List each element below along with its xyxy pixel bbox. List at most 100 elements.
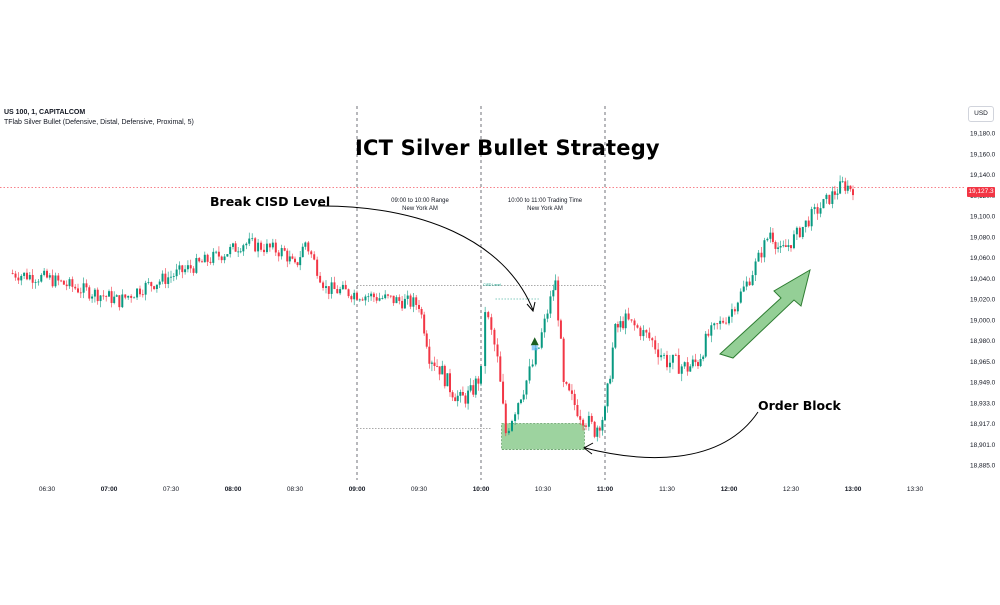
- candle-body: [271, 242, 274, 248]
- candle-body: [609, 378, 612, 384]
- indicator-label[interactable]: TFlab Silver Bullet (Defensive, Distal, …: [4, 119, 194, 126]
- order-block-box: [501, 423, 585, 450]
- candle-body: [810, 209, 813, 227]
- candle-body: [449, 373, 451, 393]
- candle-body: [699, 359, 702, 367]
- candle-body: [428, 346, 431, 364]
- candle-body: [654, 340, 657, 350]
- order-block[interactable]: [501, 423, 585, 450]
- y-tick-label: 19,040.0: [970, 276, 996, 283]
- candle-body: [62, 280, 65, 285]
- currency-button[interactable]: USD: [968, 106, 994, 122]
- candle-body: [722, 320, 725, 323]
- range-label-2: 10:00 to 11:00 Trading Time New York AM: [480, 197, 610, 213]
- candle-body: [201, 261, 203, 263]
- candle-body: [554, 280, 557, 291]
- candle-body: [339, 289, 342, 294]
- candle-body: [330, 282, 333, 294]
- y-tick-label: 19,160.0: [970, 151, 996, 158]
- candle-body: [401, 300, 404, 309]
- candle-body: [590, 415, 593, 422]
- candle-body: [474, 378, 477, 395]
- candle-body: [730, 309, 733, 317]
- y-tick-label: 19,100.0: [970, 214, 996, 221]
- candle-body: [392, 295, 395, 304]
- candle-body: [487, 312, 490, 318]
- x-tick-label: 06:30: [39, 486, 56, 493]
- candle-body: [438, 366, 441, 375]
- candle-body: [361, 299, 364, 301]
- candle-body: [596, 427, 599, 437]
- level-lines: CISD Level: [0, 187, 966, 429]
- candle-body: [268, 243, 271, 248]
- order-block-arrow: [584, 411, 759, 459]
- x-tick-label: 10:00: [473, 486, 490, 493]
- candle-body: [816, 207, 819, 214]
- candle-body: [552, 290, 555, 297]
- candle-body: [139, 288, 141, 295]
- candle-body: [325, 286, 327, 288]
- candle-body: [480, 366, 482, 384]
- candle-body: [195, 258, 198, 273]
- candle-body: [415, 297, 418, 305]
- candle-body: [77, 288, 79, 293]
- candle-body: [507, 430, 510, 434]
- candle-body: [395, 297, 398, 304]
- candle-body: [257, 242, 260, 252]
- cisd-small-label: CISD Level: [483, 283, 501, 287]
- candle-body: [127, 295, 130, 298]
- candle-body: [798, 227, 801, 238]
- candle-body: [831, 191, 834, 204]
- candle-body: [844, 181, 847, 191]
- candle-body: [436, 365, 439, 367]
- candle-body: [170, 276, 172, 278]
- candle-body: [804, 220, 807, 227]
- candle-body: [777, 247, 780, 249]
- x-tick-label: 11:30: [659, 486, 675, 493]
- candle-body: [836, 193, 839, 195]
- chart-title: ICT Silver Bullet Strategy: [355, 136, 660, 160]
- x-tick-label: 13:30: [907, 486, 924, 493]
- candle-body: [769, 232, 772, 239]
- candle-body: [579, 416, 582, 420]
- candle-body: [660, 355, 663, 358]
- y-tick-label: 18,933.0: [970, 400, 996, 407]
- candle-body: [725, 322, 728, 324]
- candle-body: [790, 245, 792, 249]
- y-tick-label: 19,180.0: [970, 131, 996, 138]
- candle-body: [96, 289, 99, 302]
- candle-body: [774, 241, 777, 249]
- candle-body: [614, 324, 617, 348]
- x-tick-label: 07:30: [163, 486, 180, 493]
- candle-body: [20, 275, 23, 281]
- candle-body: [490, 317, 493, 330]
- candle-body: [534, 348, 537, 365]
- candle-body: [175, 269, 178, 277]
- candle-body: [454, 397, 457, 402]
- range-label-1: 09:00 to 10:00 Range New York AM: [355, 197, 485, 213]
- candle-body: [616, 324, 619, 328]
- candle-body: [584, 425, 587, 427]
- candle-body: [43, 270, 46, 275]
- candle-body: [663, 354, 666, 356]
- candle-body: [223, 256, 226, 261]
- candle-body: [691, 359, 694, 367]
- candle-body: [642, 330, 645, 337]
- candle-body: [477, 378, 480, 384]
- candle-body: [406, 295, 409, 299]
- candle-body: [251, 238, 254, 240]
- candle-body: [274, 242, 277, 253]
- candle-body: [604, 406, 606, 420]
- candle-body: [464, 395, 467, 404]
- candle-body: [484, 312, 487, 367]
- candle-body: [265, 243, 268, 253]
- break-cisd-arrowhead: [526, 301, 536, 313]
- candle-body: [559, 320, 562, 339]
- candle-body: [568, 383, 571, 391]
- candle-body: [651, 338, 654, 341]
- range-label-2-title: 10:00 to 11:00 Trading Time: [507, 198, 583, 204]
- symbol-label[interactable]: US 100, 1, CAPITALCOM: [4, 109, 86, 116]
- candle-body: [668, 362, 671, 368]
